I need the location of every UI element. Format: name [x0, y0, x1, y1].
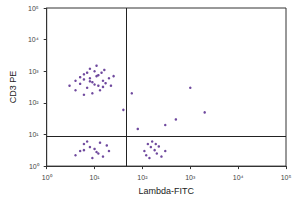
- svg-text:10⁰: 10⁰: [42, 174, 53, 181]
- svg-text:10⁴: 10⁴: [28, 36, 39, 43]
- svg-text:10¹: 10¹: [89, 174, 100, 181]
- svg-text:10²: 10²: [29, 99, 40, 106]
- svg-text:10³: 10³: [185, 174, 196, 181]
- svg-text:10⁰: 10⁰: [29, 163, 40, 170]
- svg-text:CD3 PE: CD3 PE: [8, 71, 18, 104]
- svg-text:10³: 10³: [29, 68, 40, 75]
- svg-text:10²: 10²: [137, 174, 148, 181]
- svg-text:Lambda-FITC: Lambda-FITC: [139, 186, 195, 196]
- svg-text:10⁴: 10⁴: [233, 174, 244, 181]
- svg-text:10⁵: 10⁵: [28, 5, 39, 12]
- svg-text:10¹: 10¹: [29, 131, 40, 138]
- svg-text:10⁵: 10⁵: [281, 174, 292, 181]
